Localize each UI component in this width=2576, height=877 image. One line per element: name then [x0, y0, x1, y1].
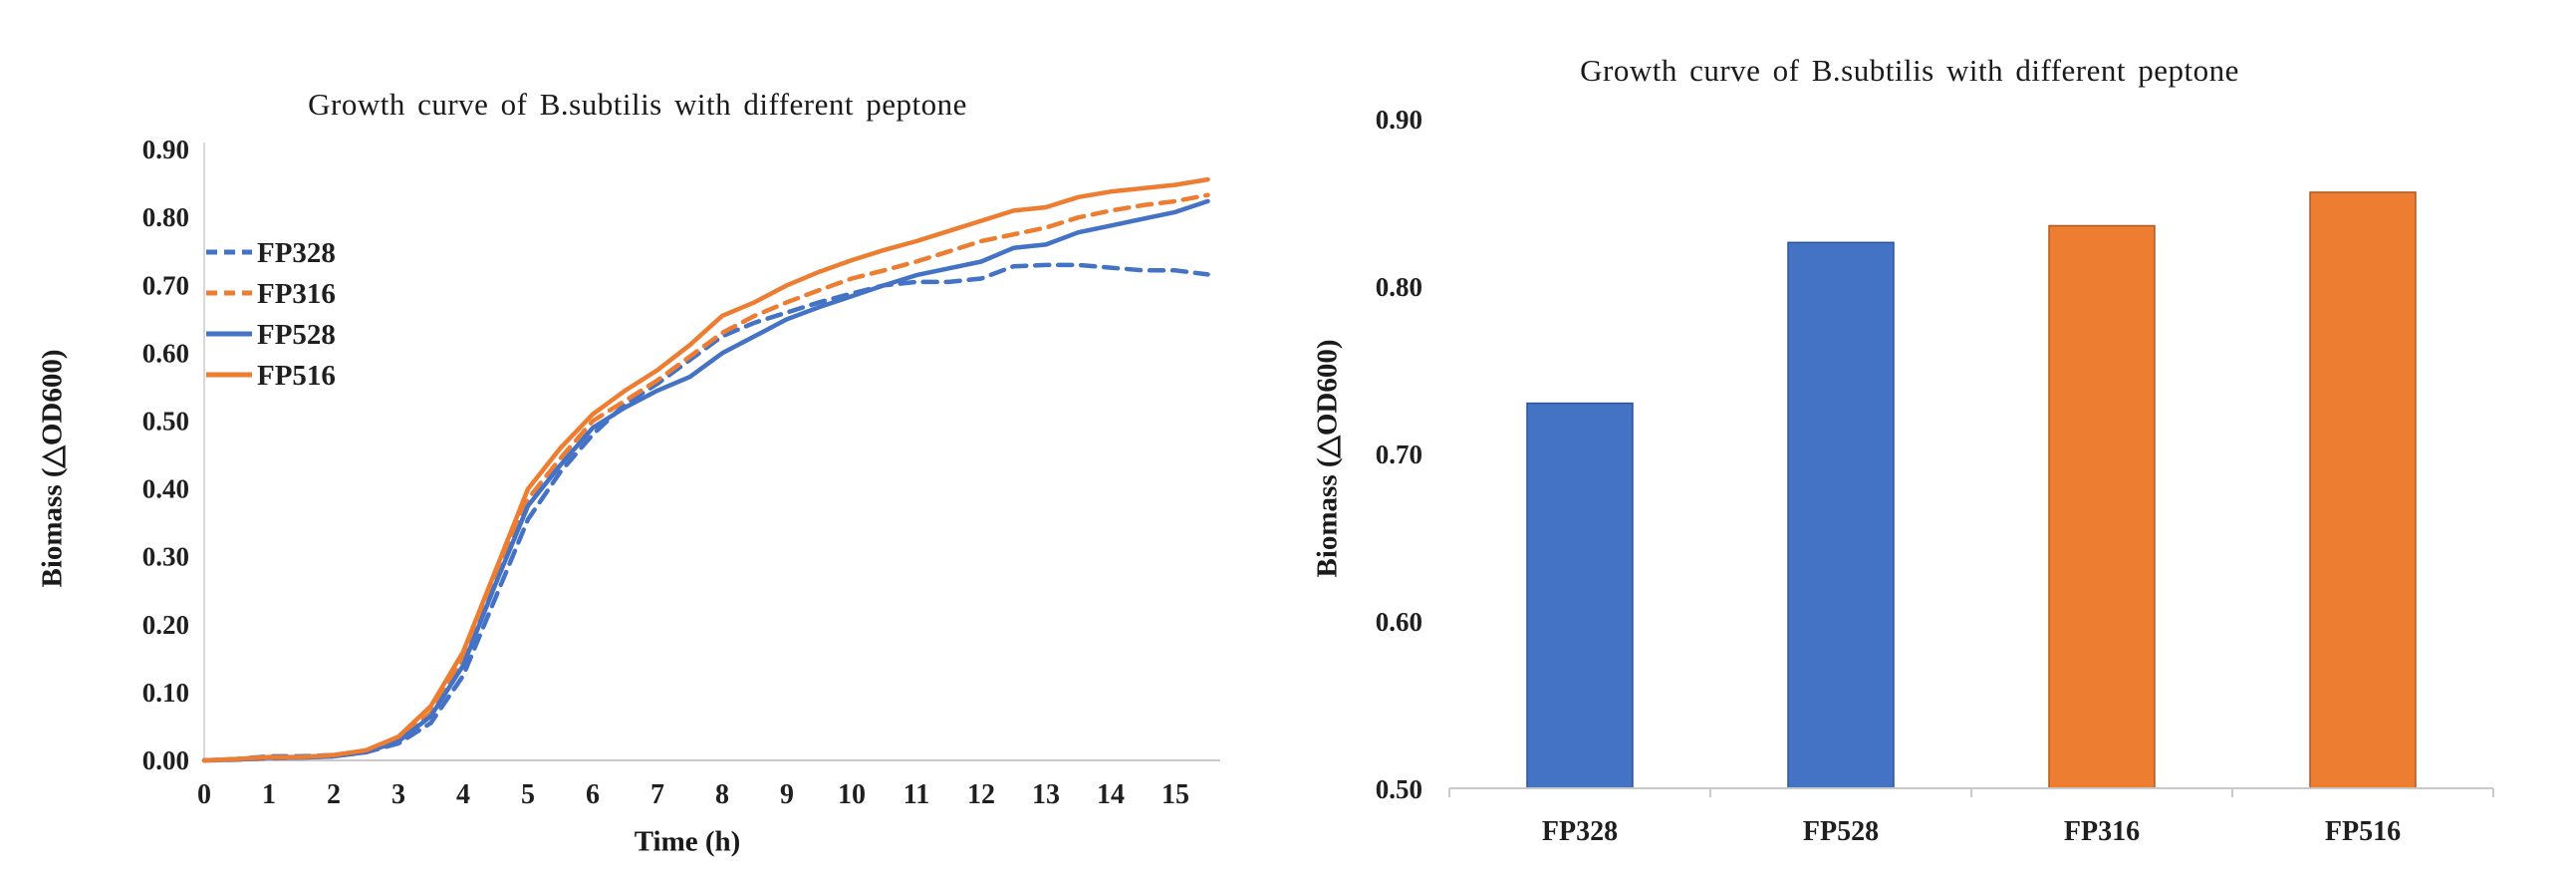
y-tick-label: 0.10: [142, 678, 189, 708]
series-line-FP516: [201, 176, 1210, 763]
x-tick-label: 11: [903, 779, 929, 810]
x-tick-label: 6: [586, 779, 600, 810]
x-tick-label: 3: [391, 779, 405, 810]
y-tick-label: 0.30: [142, 542, 189, 572]
y-tick-label: 0.70: [1376, 439, 1422, 469]
series-line-FP528: [201, 198, 1210, 763]
category-label-FP516: FP516: [2325, 816, 2401, 847]
x-tick-label: 15: [1161, 779, 1189, 810]
x-tick-label: 5: [521, 779, 535, 810]
legend-label-FP516: FP516: [257, 360, 336, 392]
x-tick-label: 0: [197, 779, 211, 810]
bar-chart-plot: 0.50 0.60 0.70 0.80 0.90 FP328 FP528 FP316 FP516: [1376, 105, 2494, 847]
x-tick-label: 4: [456, 779, 470, 810]
y-tick-label: 0.80: [1376, 272, 1422, 302]
bar-FP328: [1526, 402, 1634, 789]
bar-chart-title: Growth curve of B.subtilis with differen…: [1580, 53, 2239, 88]
y-tick-label: 0.50: [142, 407, 189, 437]
y-tick-label: 0.40: [142, 474, 189, 504]
bar-FP528: [1787, 241, 1895, 789]
x-tick-label: 9: [780, 779, 794, 810]
y-tick-label: 0.90: [1376, 105, 1422, 135]
legend-label-FP328: FP328: [257, 237, 336, 269]
line-chart-title: Growth curve of B.subtilis with differen…: [308, 87, 967, 122]
bar-chart: Growth curve of B.subtilis with differen…: [1285, 0, 2576, 877]
x-tick-label: 8: [715, 779, 729, 810]
y-tick-label: 0.50: [1376, 774, 1422, 804]
bar-FP516: [2309, 191, 2417, 789]
line-chart-x-axis-title: Time (h): [634, 825, 741, 858]
line-chart: Growth curve of B.subtilis with differen…: [0, 0, 1285, 877]
x-tick-label: 14: [1097, 779, 1125, 810]
x-tick-label: 1: [262, 779, 276, 810]
category-label-FP328: FP328: [1542, 816, 1618, 847]
x-tick-label: 7: [650, 779, 664, 810]
series-line-FP316: [201, 192, 1210, 763]
legend-label-FP528: FP528: [257, 319, 336, 351]
bar-FP316: [2048, 224, 2156, 789]
series-line-FP328: [201, 262, 1210, 763]
category-label-FP316: FP316: [2064, 816, 2140, 847]
y-tick-label: 0.60: [142, 338, 189, 368]
y-tick-label: 0.90: [142, 135, 189, 164]
y-tick-label: 0.00: [142, 745, 189, 775]
y-tick-label: 0.60: [1376, 607, 1422, 637]
category-label-FP528: FP528: [1803, 816, 1879, 847]
x-tick-label: 2: [327, 779, 341, 810]
y-tick-label: 0.80: [142, 202, 189, 232]
y-tick-label: 0.70: [142, 270, 189, 300]
x-tick-label: 10: [838, 779, 866, 810]
legend-label-FP316: FP316: [257, 278, 336, 310]
line-chart-plot: 0.00 0.10 0.20 0.30 0.40 0.50 0.60 0.70 0.80 0.90…: [142, 135, 1220, 810]
y-tick-label: 0.20: [142, 610, 189, 640]
x-tick-label: 13: [1032, 779, 1060, 810]
x-tick-label: 12: [967, 779, 995, 810]
